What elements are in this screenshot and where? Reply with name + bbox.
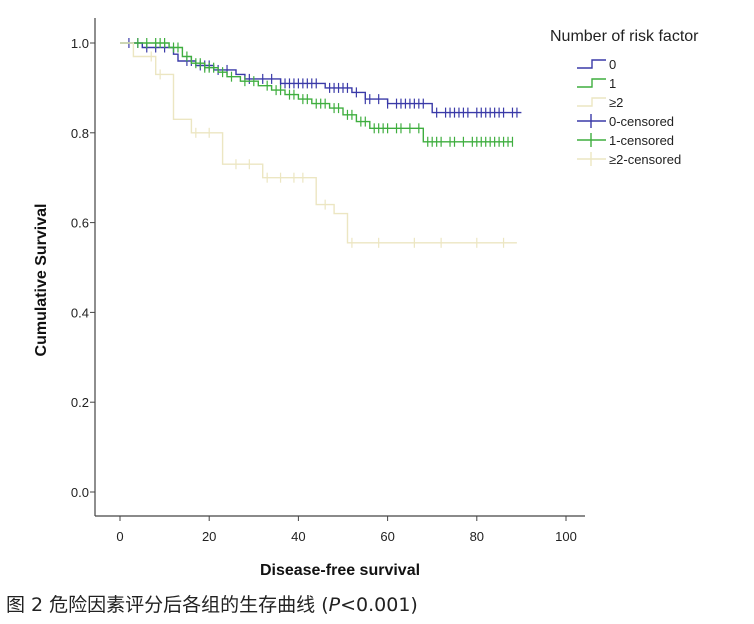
chart-axes: 0 20 40 60 80 100 0.0 0.2 0.4 0.6 0.8 1.0 Disease-fr…: [33, 18, 585, 579]
caption-p-value: <0.001: [340, 594, 411, 616]
figure-caption: 图 2 危险因素评分后各组的生存曲线 (P<0.001): [6, 590, 418, 617]
legend-label: 0: [609, 57, 616, 72]
series-line: [120, 42, 517, 244]
y-tick-label: 0.0: [71, 485, 89, 500]
legend-title: Number of risk factor: [550, 28, 699, 45]
legend-label: ≥2: [609, 95, 623, 110]
caption-p-symbol: P: [328, 594, 341, 616]
x-tick-label: 20: [202, 529, 216, 544]
x-tick-label: 40: [291, 529, 305, 544]
x-axis-label: Disease-free survival: [260, 562, 420, 579]
legend-label: 1: [609, 76, 616, 91]
y-tick-label: 0.6: [71, 216, 89, 231]
caption-suffix: ): [410, 594, 418, 616]
x-tick-label: 100: [555, 529, 577, 544]
y-tick-label: 0.8: [71, 126, 89, 141]
legend-swatch: [577, 78, 606, 88]
y-tick-label: 0.4: [71, 305, 89, 320]
x-tick-label: 60: [380, 529, 394, 544]
y-tick-label: 0.2: [71, 395, 89, 410]
caption-prefix: 图 2 危险因素评分后各组的生存曲线 (: [6, 594, 329, 616]
y-tick-label: 1.0: [71, 36, 89, 51]
series-group: [120, 42, 517, 248]
series-group: [120, 38, 514, 147]
plot-area: [120, 38, 522, 248]
legend-label: 1-censored: [609, 133, 674, 148]
series-line: [120, 42, 513, 143]
legend-swatch: [577, 59, 606, 69]
y-axis-label: Cumulative Survival: [33, 204, 50, 357]
legend-label: 0-censored: [609, 114, 674, 129]
x-tick-label: 80: [470, 529, 484, 544]
chart-legend: Number of risk factor 0 1 ≥2 0-censored 1-cen…: [550, 28, 699, 167]
legend-swatch: [577, 97, 606, 107]
survival-chart: 0 20 40 60 80 100 0.0 0.2 0.4 0.6 0.8 1.0 Disease-fr…: [33, 18, 699, 579]
legend-label: ≥2-censored: [609, 152, 681, 167]
x-tick-label: 0: [116, 529, 123, 544]
